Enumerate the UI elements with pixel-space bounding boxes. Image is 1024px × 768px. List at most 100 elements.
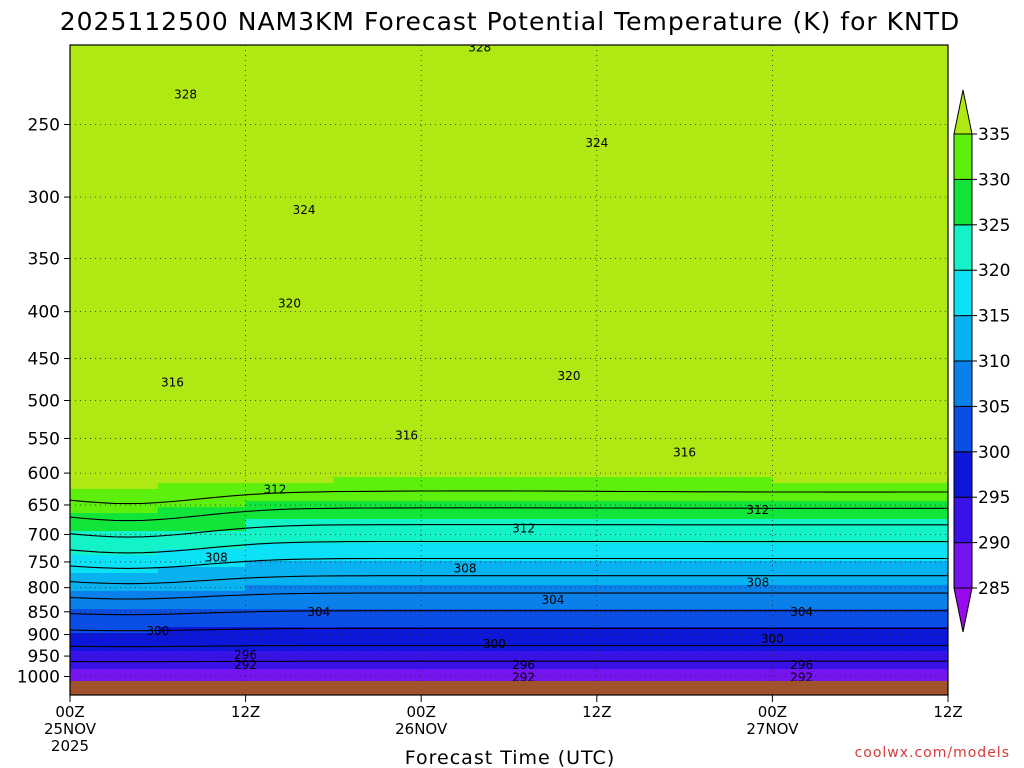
plot-area: 3323323283283243243203203163163163123123… <box>70 0 948 695</box>
contour-band-cell <box>772 207 861 214</box>
contour-band-cell <box>772 219 861 226</box>
contour-band-cell <box>421 543 510 550</box>
contour-band-cell <box>684 363 773 370</box>
contour-band-cell <box>860 579 948 586</box>
contour-band-cell <box>333 381 422 388</box>
contour-band-cell <box>70 513 159 520</box>
contour-band-cell <box>157 537 247 544</box>
contour-band-cell <box>684 435 773 442</box>
contour-label: 332 <box>462 0 485 5</box>
contour-band-cell <box>245 75 334 82</box>
contour-band-cell <box>70 465 159 472</box>
contour-band-cell <box>333 273 422 280</box>
contour-band-cell <box>860 399 948 406</box>
contour-band-cell <box>421 369 510 376</box>
contour-band-cell <box>421 591 510 598</box>
contour-band-cell <box>772 645 861 652</box>
contour-band-cell <box>333 495 422 502</box>
contour-label: 316 <box>395 429 418 443</box>
contour-band-cell <box>333 621 422 628</box>
contour-band-cell <box>157 201 247 208</box>
contour-band-cell <box>421 585 510 592</box>
contour-band-cell <box>70 495 159 502</box>
contour-band-cell <box>772 339 861 346</box>
contour-band-cell <box>70 183 159 190</box>
contour-band-cell <box>684 87 773 94</box>
contour-band-cell <box>421 87 510 94</box>
contour-band-cell <box>772 507 861 514</box>
contour-band-cell <box>333 255 422 262</box>
contour-band-cell <box>157 249 247 256</box>
contour-band-cell <box>860 621 948 628</box>
contour-band-cell <box>333 531 422 538</box>
contour-band-cell <box>684 501 773 508</box>
colorbar-label: 290 <box>978 534 1010 554</box>
contour-band-cell <box>860 261 948 268</box>
contour-band-cell <box>421 249 510 256</box>
y-tick-label: 300 <box>28 188 60 208</box>
contour-band-cell <box>333 69 422 76</box>
isentrope-296 <box>70 644 948 648</box>
contour-band-cell <box>596 417 686 424</box>
contour-band-cell <box>157 129 247 136</box>
contour-band-cell <box>684 273 773 280</box>
contour-band-cell <box>684 357 773 364</box>
contour-band-cell <box>596 249 686 256</box>
contour-band-cell <box>509 537 598 544</box>
contour-band-cell <box>333 489 422 496</box>
contour-band-cell <box>421 75 510 82</box>
contour-band-cell <box>596 147 686 154</box>
contour-band-cell <box>772 105 861 112</box>
contour-band-cell <box>509 177 598 184</box>
contour-band-cell <box>772 627 861 634</box>
contour-band-cell <box>157 447 247 454</box>
contour-band-cell <box>772 315 861 322</box>
contour-band-cell <box>684 567 773 574</box>
contour-band-cell <box>509 231 598 238</box>
y-axis: 250 300 350 400 450 500 550 600 650 700 750 800 850 9… <box>17 116 70 688</box>
contour-band-cell <box>509 207 598 214</box>
contour-band-cell <box>596 489 686 496</box>
contour-band-cell <box>157 111 247 118</box>
contour-label: 312 <box>263 482 286 496</box>
contour-band-cell <box>245 543 334 550</box>
contour-band-cell <box>245 495 334 502</box>
contour-band-cell <box>684 93 773 100</box>
contour-band-cell <box>860 51 948 58</box>
contour-band-cell <box>596 309 686 316</box>
contour-band-cell <box>157 195 247 202</box>
contour-band-cell <box>684 423 773 430</box>
y-tick-label: 850 <box>28 603 60 623</box>
contour-band-cell <box>860 495 948 502</box>
contour-band-cell <box>596 321 686 328</box>
contour-band-cell <box>333 201 422 208</box>
contour-band-cell <box>333 627 422 634</box>
contour-band-cell <box>509 51 598 58</box>
contour-band-cell <box>772 81 861 88</box>
contour-band-cell <box>596 477 686 484</box>
contour-band-cell <box>333 63 422 70</box>
contour-band-cell <box>333 219 422 226</box>
colorbar-segment <box>953 542 973 589</box>
contour-band-cell <box>860 285 948 292</box>
contour-band-cell <box>684 651 773 658</box>
contour-band-cell <box>772 153 861 160</box>
contour-band-cell <box>684 399 773 406</box>
contour-band-cell <box>860 177 948 184</box>
contour-band-cell <box>245 219 334 226</box>
contour-band-cell <box>509 615 598 622</box>
contour-band-cell <box>421 645 510 652</box>
contour-band-cell <box>772 369 861 376</box>
contour-band-cell <box>421 567 510 574</box>
contour-band-cell <box>245 627 334 634</box>
contour-band-cell <box>157 465 247 472</box>
contour-band-cell <box>421 675 510 682</box>
contour-band-cell <box>772 483 861 490</box>
contour-band-cell <box>772 201 861 208</box>
colorbar-segment <box>953 405 973 453</box>
colorbar-segment <box>953 496 973 544</box>
contour-band-cell <box>70 381 159 388</box>
contour-band-cell <box>772 291 861 298</box>
contour-band-cell <box>70 597 159 604</box>
contour-band-cell <box>70 351 159 358</box>
